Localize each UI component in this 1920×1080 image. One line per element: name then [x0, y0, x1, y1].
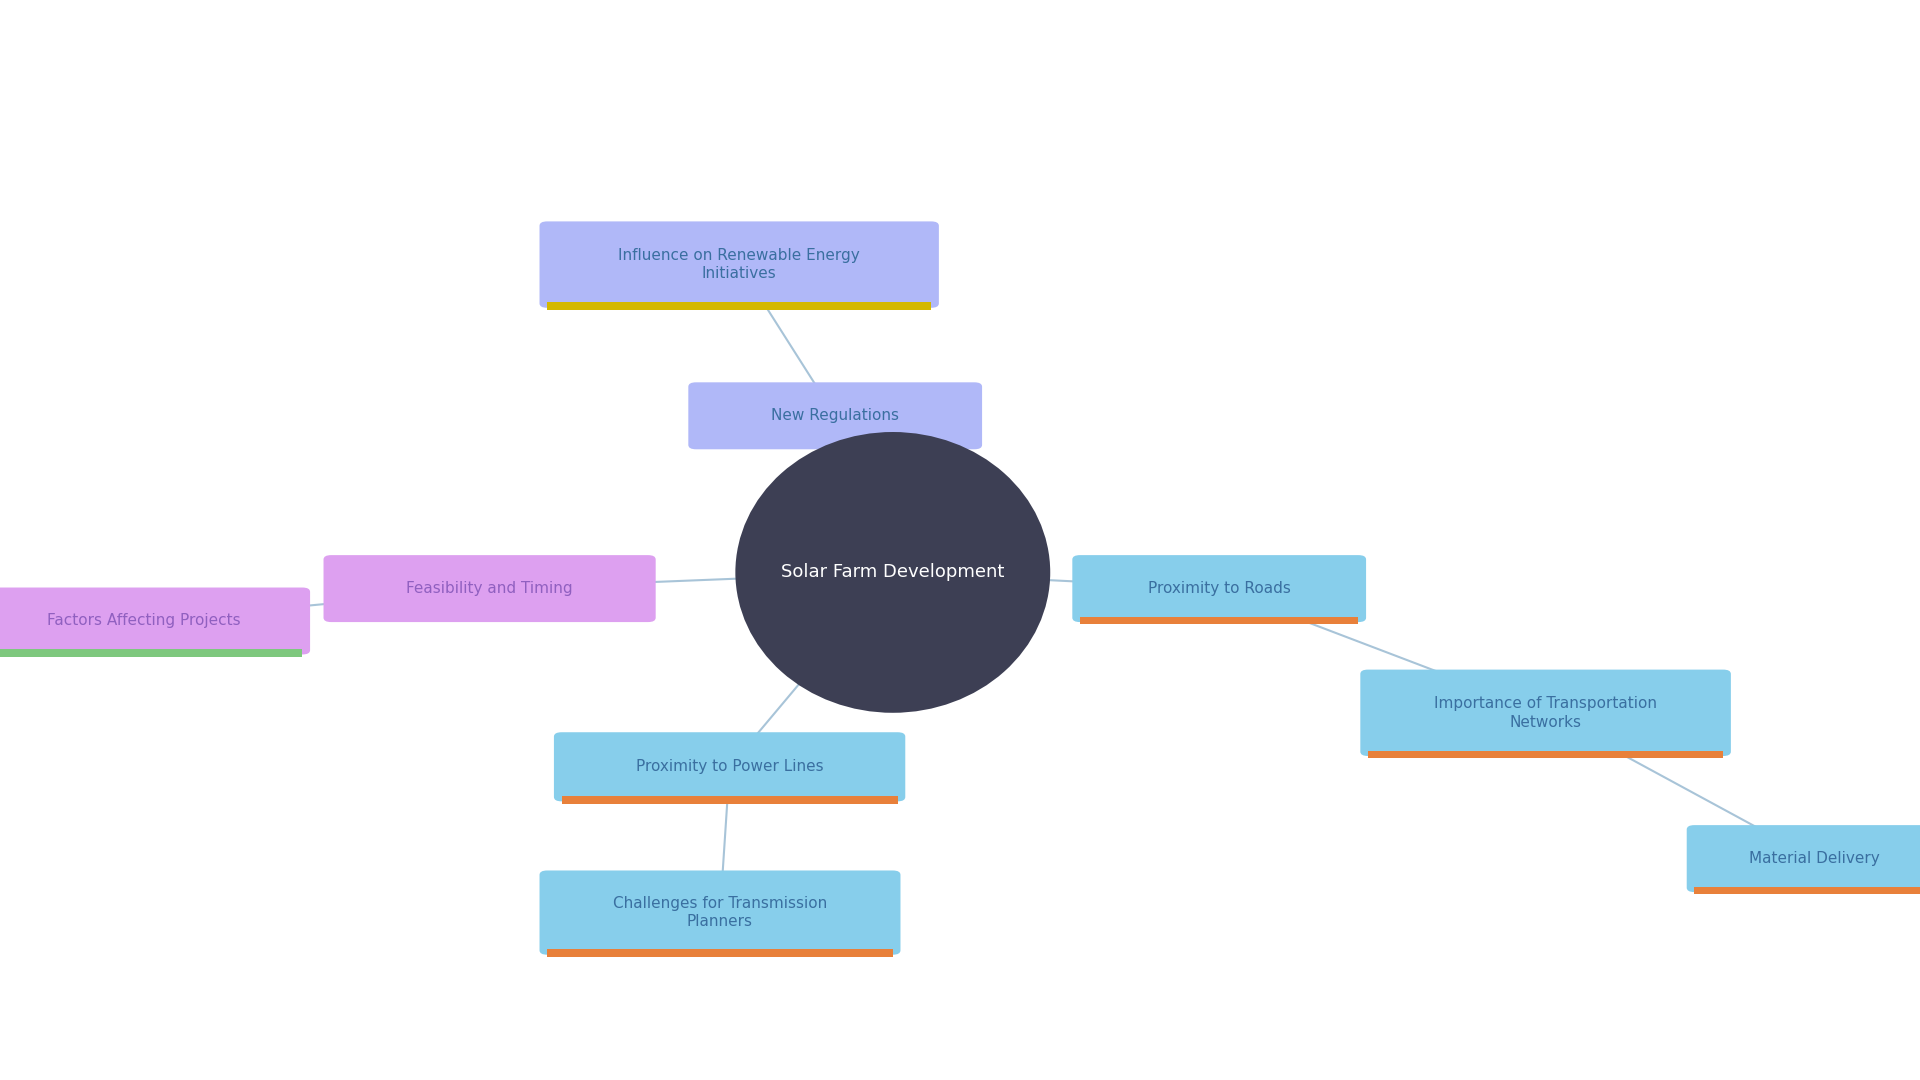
FancyBboxPatch shape — [1079, 617, 1359, 624]
FancyBboxPatch shape — [0, 649, 301, 657]
Text: Feasibility and Timing: Feasibility and Timing — [407, 581, 572, 596]
FancyBboxPatch shape — [1686, 825, 1920, 892]
FancyBboxPatch shape — [561, 796, 897, 804]
Text: Challenges for Transmission
Planners: Challenges for Transmission Planners — [612, 895, 828, 930]
FancyBboxPatch shape — [0, 588, 309, 654]
FancyBboxPatch shape — [1693, 887, 1920, 894]
Text: Factors Affecting Projects: Factors Affecting Projects — [48, 613, 240, 629]
FancyBboxPatch shape — [540, 870, 900, 955]
FancyBboxPatch shape — [323, 555, 657, 622]
FancyBboxPatch shape — [687, 382, 981, 449]
FancyBboxPatch shape — [1367, 751, 1722, 758]
Text: Importance of Transportation
Networks: Importance of Transportation Networks — [1434, 696, 1657, 730]
Text: Influence on Renewable Energy
Initiatives: Influence on Renewable Energy Initiative… — [618, 247, 860, 282]
Text: Material Delivery: Material Delivery — [1749, 851, 1880, 866]
Text: Proximity to Power Lines: Proximity to Power Lines — [636, 759, 824, 774]
FancyBboxPatch shape — [547, 302, 931, 310]
Text: Proximity to Roads: Proximity to Roads — [1148, 581, 1290, 596]
Text: New Regulations: New Regulations — [772, 408, 899, 423]
FancyBboxPatch shape — [1071, 555, 1365, 622]
Text: Solar Farm Development: Solar Farm Development — [781, 564, 1004, 581]
FancyBboxPatch shape — [553, 732, 906, 801]
FancyBboxPatch shape — [540, 221, 939, 308]
Ellipse shape — [735, 432, 1050, 713]
FancyBboxPatch shape — [1359, 670, 1732, 756]
FancyBboxPatch shape — [547, 949, 893, 957]
